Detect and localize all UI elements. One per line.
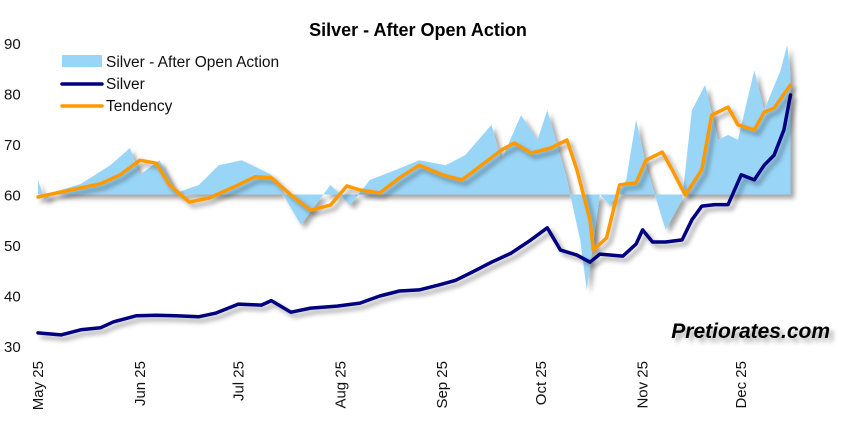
x-tick-label: Aug 25	[332, 361, 349, 409]
y-tick-label: 90	[4, 36, 21, 53]
plot-area	[36, 45, 793, 337]
x-tick-label: Dec 25	[733, 361, 750, 409]
legend-swatch-area	[62, 55, 102, 67]
legend-label-silver: Silver	[106, 76, 145, 93]
y-tick-label: 40	[4, 289, 21, 306]
chart-title: Silver - After Open Action	[309, 20, 527, 40]
y-axis: 30 40 50 60 70 80 90	[4, 36, 21, 356]
x-tick-label: Jul 25	[230, 361, 247, 401]
x-tick-label: May 25	[30, 361, 47, 410]
legend-label-area: Silver - After Open Action	[106, 54, 279, 71]
series-points-silver	[38, 95, 791, 335]
x-tick-label: Sep 25	[434, 361, 451, 409]
series-line-silver	[36, 93, 793, 337]
watermark: Pretiorates.com	[671, 320, 830, 343]
y-tick-label: 60	[4, 188, 21, 205]
series-line-tendency	[36, 83, 793, 252]
x-tick-label: Nov 25	[635, 361, 652, 409]
legend-label-tendency: Tendency	[106, 98, 173, 115]
x-axis: May 25 Jun 25 Jul 25 Aug 25 Sep 25 Oct 25 Nov …	[30, 361, 750, 410]
x-tick-label: Jun 25	[132, 361, 149, 406]
y-tick-label: 80	[4, 87, 21, 104]
legend: Silver - After Open Action Silver Tenden…	[60, 54, 279, 115]
y-tick-label: 30	[4, 339, 21, 356]
y-tick-label: 50	[4, 238, 21, 255]
x-tick-label: Oct 25	[533, 361, 550, 405]
y-tick-label: 70	[4, 137, 21, 154]
